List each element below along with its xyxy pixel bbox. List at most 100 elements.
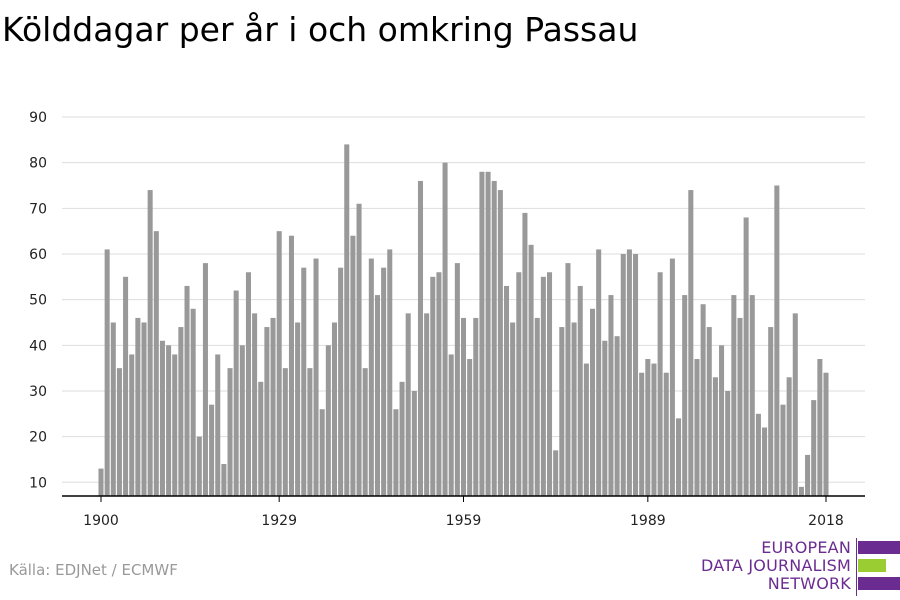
bar: [731, 295, 737, 496]
x-axis-tick-labels: 1900 1929 1959 1989 2018: [83, 513, 844, 529]
y-tick-label: 70: [29, 201, 47, 217]
bar: [110, 322, 116, 496]
bar: [325, 345, 331, 496]
bar: [135, 317, 141, 496]
bar: [227, 368, 233, 496]
logo-divider: [856, 538, 857, 596]
bar: [129, 354, 135, 496]
bar: [626, 249, 632, 496]
bar: [460, 317, 467, 496]
x-tick-label: 1959: [446, 513, 482, 529]
bar: [669, 258, 675, 496]
bar: [798, 486, 804, 496]
bar: [712, 377, 718, 496]
y-tick-label: 10: [29, 475, 47, 491]
bar: [374, 295, 380, 496]
bar: [190, 308, 196, 496]
bar: [700, 304, 706, 496]
bar: [510, 322, 516, 496]
bar: [467, 359, 473, 496]
logo-bar-purple-top: [858, 541, 900, 554]
bar: [301, 267, 307, 496]
y-tick-label: 60: [29, 247, 47, 263]
bar: [620, 253, 626, 496]
bar: [811, 400, 817, 496]
bar: [399, 381, 405, 496]
bar: [123, 276, 129, 496]
y-tick-label: 50: [29, 293, 47, 309]
bar: [405, 313, 411, 496]
bars: [98, 144, 829, 497]
edjnet-logo: EUROPEAN DATA JOURNALISM NETWORK: [700, 538, 900, 596]
bar: [706, 327, 712, 496]
bar: [792, 313, 798, 496]
bar: [479, 171, 485, 497]
bar: [774, 185, 780, 497]
bar: [153, 231, 159, 496]
bar: [491, 180, 497, 496]
x-tick-label: 1900: [83, 513, 119, 529]
y-tick-label: 80: [29, 156, 47, 172]
bar: [540, 276, 546, 496]
bar: [602, 340, 608, 496]
bar: [639, 372, 645, 496]
bar: [239, 345, 245, 496]
bar: [159, 340, 165, 496]
logo-line-network: NETWORK: [767, 574, 851, 593]
bar: [215, 354, 221, 496]
bar: [362, 368, 368, 496]
bar: [694, 359, 700, 496]
bar: [577, 285, 583, 496]
bar: [485, 171, 491, 497]
bar: [393, 409, 399, 496]
bar: [676, 418, 682, 496]
bar: [725, 390, 731, 496]
bar: [368, 258, 374, 496]
bar: [331, 322, 337, 496]
bar: [141, 322, 147, 496]
bar: [503, 285, 510, 496]
logo-line-data-journalism: DATA JOURNALISM: [701, 556, 851, 575]
bar: [614, 336, 620, 496]
bar: [295, 322, 301, 496]
bar: [663, 372, 669, 496]
bar: [559, 327, 565, 496]
bar: [387, 249, 393, 496]
bar: [442, 162, 448, 496]
bar: [583, 363, 589, 496]
bar: [245, 272, 251, 496]
x-tick-label: 2018: [808, 513, 844, 529]
bar: [737, 317, 743, 496]
y-tick-label: 20: [29, 430, 47, 446]
logo-bar-green: [858, 559, 886, 572]
bar: [719, 345, 725, 496]
bar: [522, 212, 528, 496]
bar: [430, 276, 436, 496]
bar: [454, 263, 460, 496]
bar: [657, 272, 663, 496]
y-tick-label: 30: [29, 384, 47, 400]
source-note: Källa: EDJNet / ECMWF: [9, 561, 178, 579]
bar: [473, 317, 479, 496]
bar: [258, 381, 264, 496]
bar: [633, 253, 639, 496]
bar: [565, 263, 571, 496]
bar: [645, 359, 651, 496]
bar: [817, 359, 823, 496]
bar: [233, 290, 239, 496]
bar: [547, 272, 553, 496]
y-axis-tick-labels: 10 20 30 40 50 60 70 80 90: [29, 110, 47, 491]
bar: [338, 267, 344, 496]
bar: [209, 404, 215, 496]
y-tick-label: 90: [29, 110, 47, 126]
bar: [288, 235, 294, 496]
bar-chart: 10 20 30 40 50 60 70 80 90 1900 1929 1959 1989 2018: [29, 110, 865, 529]
bar: [571, 322, 577, 496]
bar: [270, 317, 276, 496]
bar: [805, 454, 811, 496]
x-axis: [62, 495, 865, 502]
bar: [282, 368, 288, 496]
bar: [104, 249, 110, 496]
bar: [497, 190, 503, 496]
bar: [264, 327, 270, 496]
